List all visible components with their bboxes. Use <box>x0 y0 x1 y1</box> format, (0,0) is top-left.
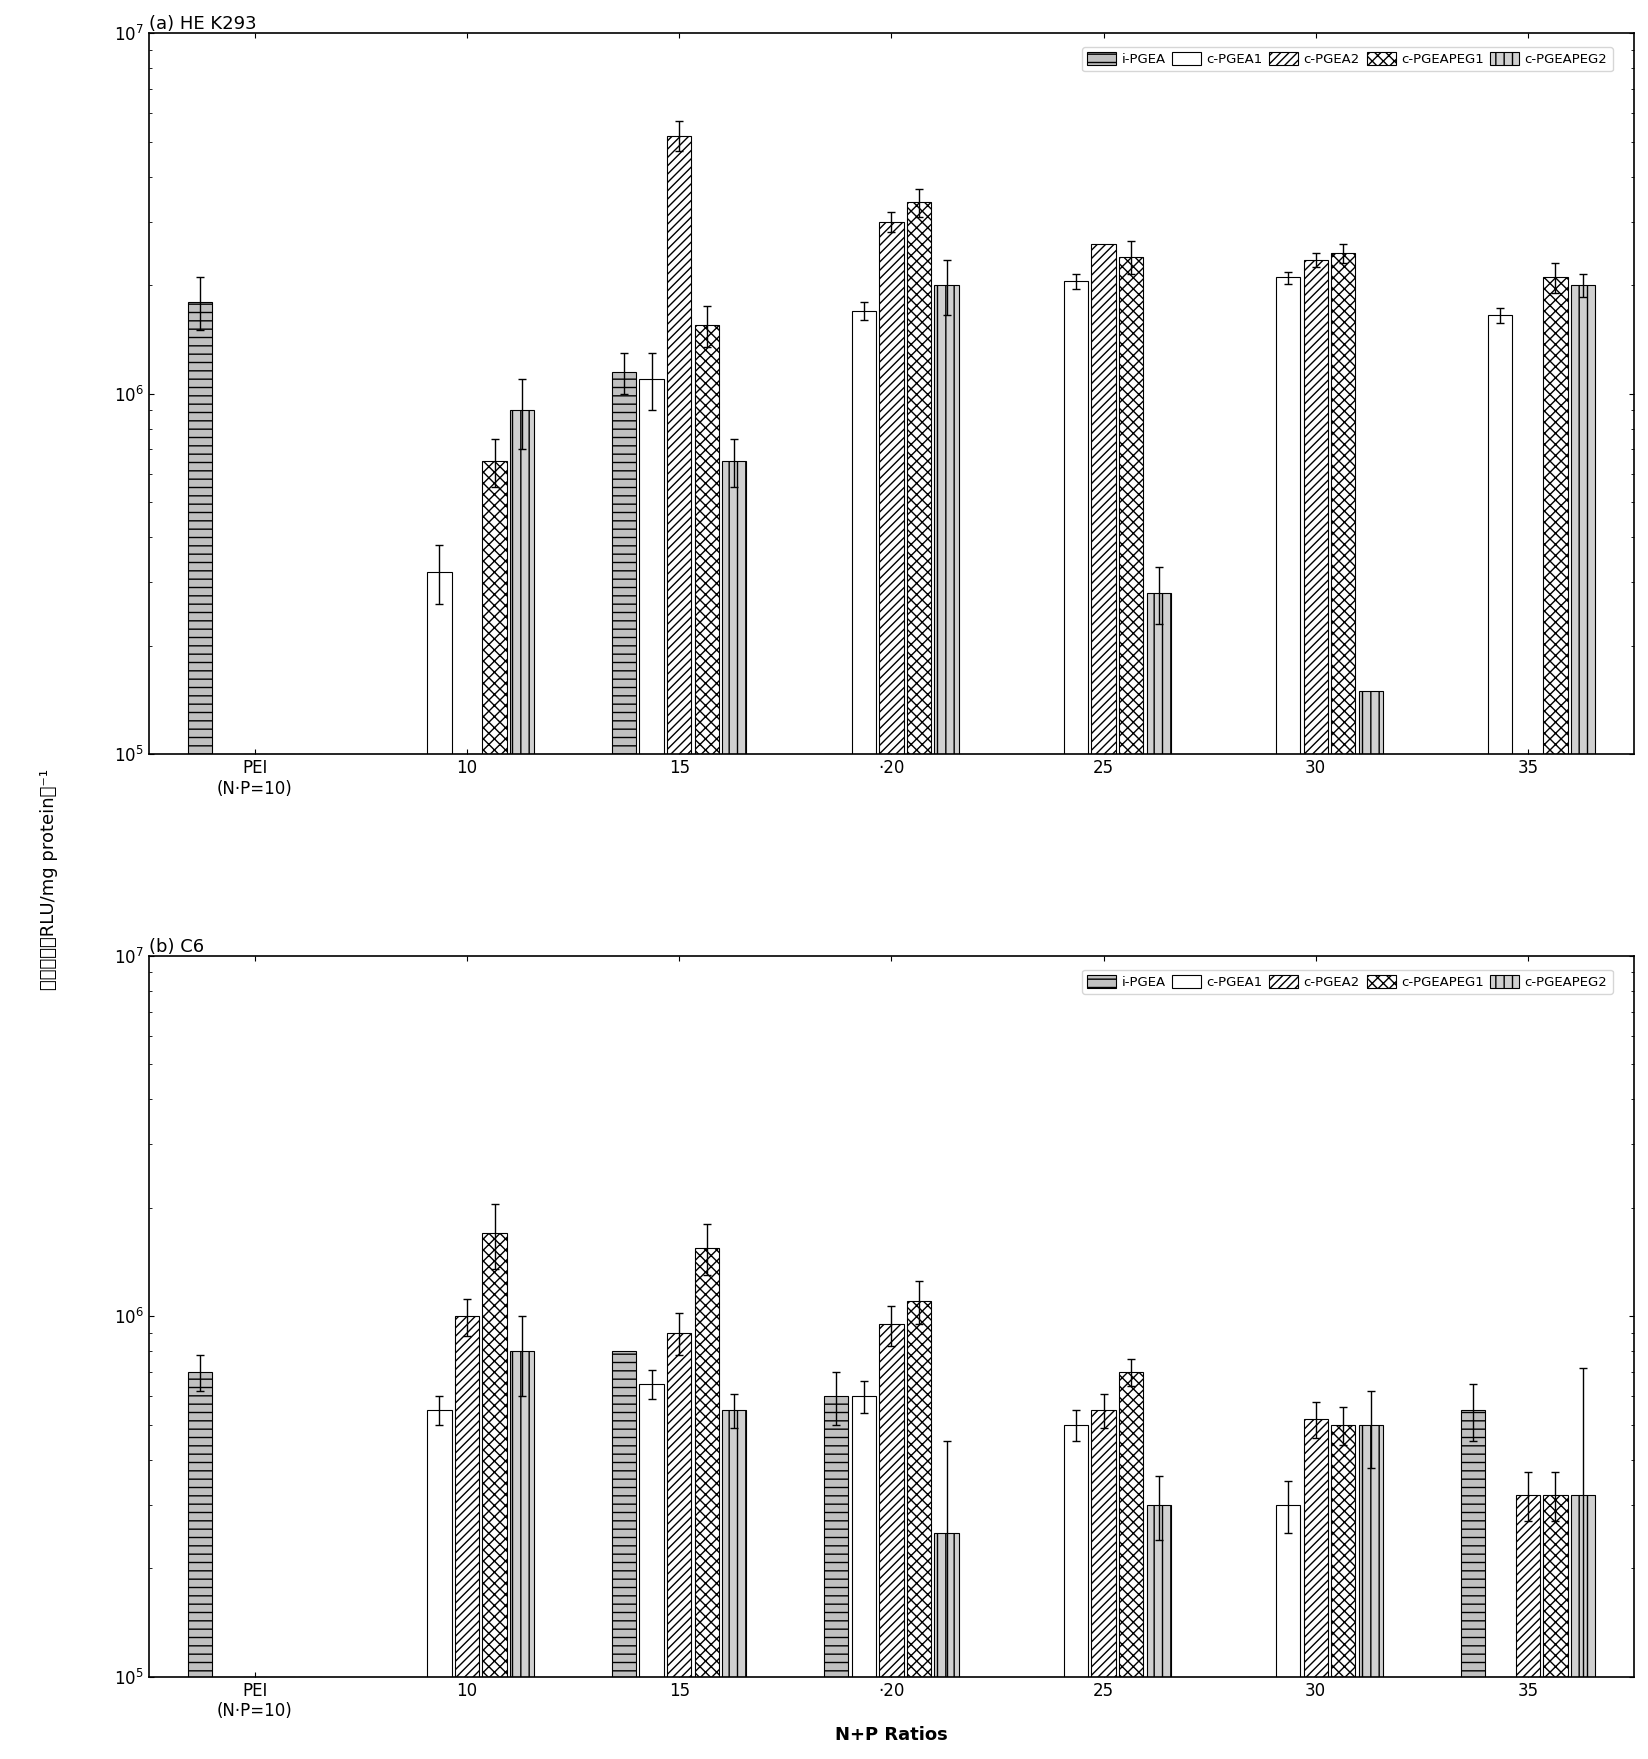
Bar <box>1145 593 1170 1759</box>
Bar <box>1304 1420 1327 1759</box>
Bar <box>1145 1504 1170 1759</box>
Bar <box>934 1534 957 1759</box>
Bar <box>1486 1676 1511 1759</box>
Legend: i-PGEA, c-PGEA1, c-PGEA2, c-PGEAPEG1, c-PGEAPEG2: i-PGEA, c-PGEA1, c-PGEA2, c-PGEAPEG1, c-… <box>1081 47 1612 72</box>
Text: 转染效率（RLU/mg protein）⁻¹: 转染效率（RLU/mg protein）⁻¹ <box>41 769 58 990</box>
Bar <box>509 410 534 1759</box>
Bar <box>399 755 424 1759</box>
Bar <box>1063 281 1088 1759</box>
Bar <box>1091 245 1116 1759</box>
Bar <box>934 285 957 1759</box>
Bar <box>878 1325 903 1759</box>
Text: (a) HE K293: (a) HE K293 <box>148 16 255 33</box>
Bar <box>722 461 747 1759</box>
Bar <box>270 1676 295 1759</box>
Bar <box>242 1676 267 1759</box>
Bar <box>611 371 636 1759</box>
Bar <box>298 755 321 1759</box>
Bar <box>483 1233 506 1759</box>
Bar <box>1119 1372 1142 1759</box>
Bar <box>1304 260 1327 1759</box>
Bar <box>270 755 295 1759</box>
Bar <box>1276 278 1300 1759</box>
Bar <box>188 1372 211 1759</box>
Bar <box>906 202 931 1759</box>
Bar <box>455 1316 480 1759</box>
Bar <box>1248 755 1272 1759</box>
Bar <box>214 1676 239 1759</box>
Bar <box>906 1302 931 1759</box>
Bar <box>1035 1676 1060 1759</box>
Bar <box>427 572 452 1759</box>
Bar <box>455 755 480 1759</box>
Bar <box>694 1247 719 1759</box>
Bar <box>1358 1425 1383 1759</box>
Bar <box>824 755 847 1759</box>
Bar <box>509 1351 534 1759</box>
X-axis label: N+P Ratios: N+P Ratios <box>834 1726 948 1743</box>
Bar <box>214 755 239 1759</box>
Text: (b) C6: (b) C6 <box>148 938 204 955</box>
Bar <box>1543 1495 1567 1759</box>
Bar <box>878 222 903 1759</box>
Bar <box>1543 278 1567 1759</box>
Bar <box>1091 1411 1116 1759</box>
Bar <box>1571 1495 1594 1759</box>
Bar <box>1248 1676 1272 1759</box>
Bar <box>1119 257 1142 1759</box>
Bar <box>1358 691 1383 1759</box>
Bar <box>188 301 211 1759</box>
Bar <box>427 1411 452 1759</box>
Bar <box>850 311 875 1759</box>
Bar <box>639 1384 664 1759</box>
Bar <box>1276 1504 1300 1759</box>
Bar <box>1460 1411 1483 1759</box>
Bar <box>1515 1495 1539 1759</box>
Bar <box>667 1333 691 1759</box>
Bar <box>1515 755 1539 1759</box>
Bar <box>242 755 267 1759</box>
Bar <box>850 1397 875 1759</box>
Bar <box>1571 285 1594 1759</box>
Bar <box>1063 1425 1088 1759</box>
Bar <box>611 1351 636 1759</box>
Bar <box>1460 755 1483 1759</box>
Legend: i-PGEA, c-PGEA1, c-PGEA2, c-PGEAPEG1, c-PGEAPEG2: i-PGEA, c-PGEA1, c-PGEA2, c-PGEAPEG1, c-… <box>1081 969 1612 994</box>
Bar <box>824 1397 847 1759</box>
Bar <box>1330 253 1355 1759</box>
Bar <box>1330 1425 1355 1759</box>
Bar <box>298 1676 321 1759</box>
Bar <box>722 1411 747 1759</box>
Bar <box>639 378 664 1759</box>
Bar <box>399 1676 424 1759</box>
Bar <box>1035 755 1060 1759</box>
Bar <box>483 461 506 1759</box>
Bar <box>694 325 719 1759</box>
Bar <box>1486 315 1511 1759</box>
Bar <box>667 135 691 1759</box>
